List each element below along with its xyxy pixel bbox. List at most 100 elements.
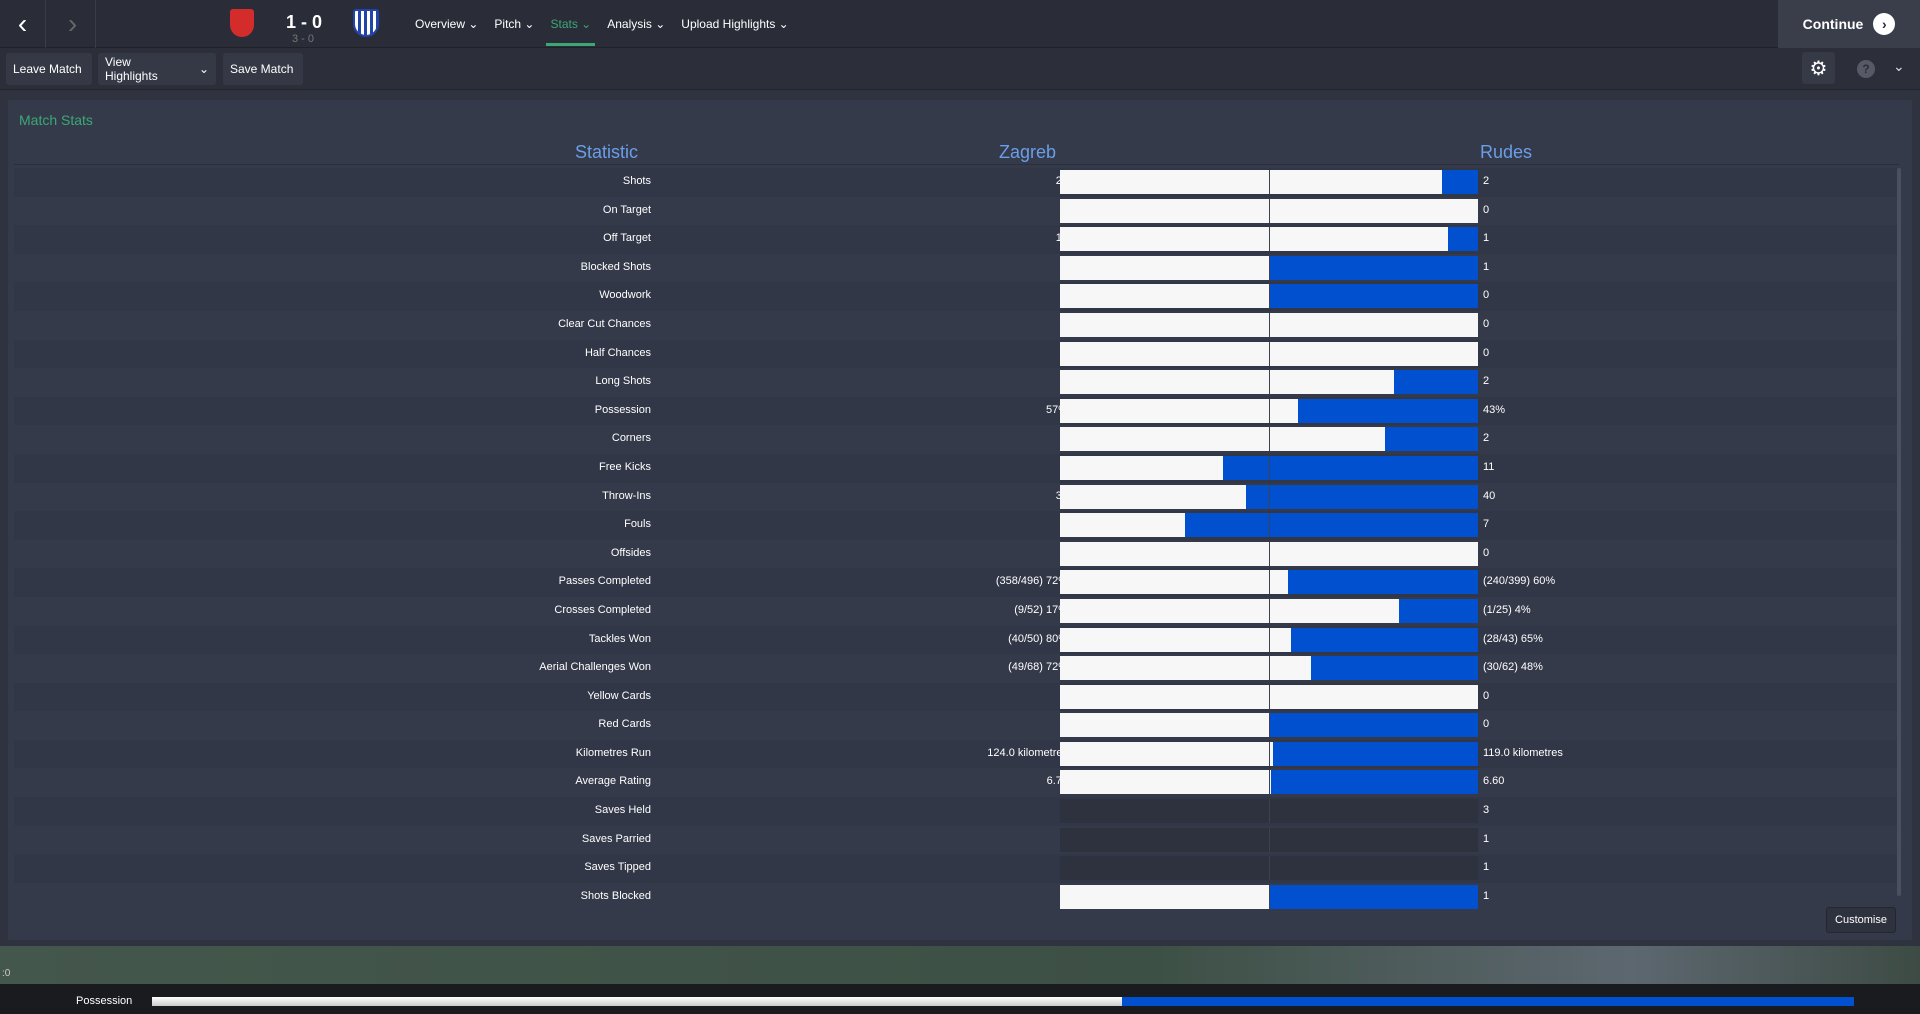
menu-item-pitch[interactable]: Pitch ⌄ — [494, 17, 535, 31]
stat-label: Fouls — [624, 518, 651, 531]
comparison-bar — [1060, 513, 1478, 538]
home-bar-fill — [1060, 455, 1223, 480]
bar-midline — [1269, 312, 1270, 337]
forward-button[interactable]: › — [50, 0, 96, 48]
stat-row: Free Kicks 7 11 — [14, 453, 1899, 483]
stat-label: Clear Cut Chances — [558, 317, 651, 330]
away-value: 2 — [1483, 175, 1490, 187]
stat-row: Crosses Completed (9/52) 17% (1/25) 4% — [14, 597, 1899, 626]
stat-label: Tackles Won — [588, 632, 651, 645]
header-divider — [14, 164, 1899, 165]
menu-item-upload[interactable]: Upload Highlights ⌄ — [681, 17, 789, 31]
stat-row: Passes Completed (358/496) 72% (240/399)… — [14, 568, 1899, 597]
stat-label: Average Rating — [575, 775, 651, 788]
comparison-bar — [1060, 370, 1478, 395]
away-value: 43% — [1483, 403, 1506, 416]
away-value: 11 — [1483, 460, 1495, 473]
away-value: 0 — [1483, 317, 1490, 330]
away-value: 2 — [1483, 432, 1490, 445]
help-icon[interactable]: ? — [1857, 60, 1875, 78]
stat-label: Kilometres Run — [575, 746, 651, 759]
away-value: (240/399) 60% — [1483, 575, 1556, 588]
leave-match-button[interactable]: Leave Match — [6, 53, 92, 85]
continue-button[interactable]: Continue › — [1778, 0, 1920, 48]
match-score: 1 - 0 — [286, 12, 323, 32]
home-bar-fill — [1060, 627, 1291, 652]
scrollbar[interactable] — [1897, 168, 1901, 896]
bar-midline — [1269, 513, 1270, 538]
comparison-bar — [1060, 656, 1478, 681]
save-match-button[interactable]: Save Match — [223, 53, 303, 85]
bar-midline — [1269, 455, 1270, 480]
bar-midline — [1269, 627, 1270, 652]
stat-label: On Target — [602, 203, 651, 216]
stat-label: Yellow Cards — [587, 689, 651, 702]
bar-midline — [1269, 741, 1270, 766]
bar-midline — [1269, 227, 1270, 252]
menu-item-stats[interactable]: Stats ⌄ — [542, 0, 599, 48]
comparison-bar — [1060, 284, 1478, 309]
comparison-bar — [1060, 484, 1478, 509]
home-bar-fill — [1060, 227, 1449, 252]
stat-label: Crosses Completed — [554, 603, 651, 616]
home-bar-fill — [1060, 370, 1395, 395]
away-value: 1 — [1483, 861, 1490, 874]
customise-button[interactable]: Customise — [1826, 907, 1896, 933]
away-value: (28/43) 65% — [1483, 632, 1543, 645]
chevron-down-icon: ⌄ — [198, 62, 209, 76]
stat-row: Saves Parried 0 1 — [14, 826, 1899, 855]
home-bar-fill — [1060, 770, 1272, 795]
comparison-bar — [1060, 427, 1478, 452]
away-value: 1 — [1483, 232, 1490, 245]
view-highlights-button[interactable]: View Highlights ⌄ — [98, 53, 216, 85]
back-button[interactable]: ‹ — [0, 0, 46, 48]
home-bar-fill — [1060, 713, 1269, 738]
away-value: 0 — [1483, 203, 1490, 216]
stat-row: Blocked Shots 1 1 — [14, 254, 1899, 283]
comparison-bar — [1060, 713, 1478, 738]
away-bar-fill — [1273, 741, 1478, 766]
settings-gear-icon[interactable]: ⚙ — [1802, 52, 1835, 84]
comparison-bar — [1060, 170, 1478, 194]
comparison-bar — [1060, 341, 1478, 366]
stat-row: Shots 21 2 — [14, 168, 1899, 197]
pitch-view-strip — [0, 946, 1920, 984]
comparison-bar — [1060, 598, 1478, 623]
home-bar-fill — [1060, 656, 1311, 681]
stat-row: Aerial Challenges Won (49/68) 72% (30/62… — [14, 654, 1899, 683]
away-bar-fill — [1310, 656, 1478, 681]
away-bar-fill — [1269, 255, 1478, 280]
chevron-right-icon: › — [67, 8, 78, 39]
stat-label: Throw-Ins — [602, 489, 651, 502]
bar-midline — [1269, 541, 1270, 566]
comparison-bar — [1060, 827, 1478, 852]
bar-midline — [1269, 370, 1270, 395]
bar-midline — [1269, 713, 1270, 738]
away-bar-fill — [1441, 170, 1478, 194]
bar-midline — [1269, 770, 1270, 795]
chevron-down-icon[interactable]: ⌄ — [1893, 58, 1905, 74]
home-value: 124.0 kilometres — [987, 746, 1068, 759]
bar-midline — [1269, 427, 1270, 452]
home-team-crest-icon[interactable] — [230, 9, 254, 37]
home-value: (49/68) 72% — [1008, 661, 1068, 674]
comparison-bar — [1060, 684, 1478, 709]
bar-midline — [1269, 284, 1270, 309]
stat-label: Corners — [611, 432, 651, 445]
bar-midline — [1269, 570, 1270, 595]
menu-item-analysis[interactable]: Analysis ⌄ — [607, 17, 666, 31]
menu-item-overview[interactable]: Overview ⌄ — [415, 17, 479, 31]
away-value: (30/62) 48% — [1483, 661, 1543, 674]
away-bar-fill — [1385, 427, 1478, 452]
home-bar-fill — [1060, 598, 1399, 623]
away-team-crest-icon[interactable] — [353, 9, 379, 37]
bar-midline — [1269, 799, 1270, 824]
column-header-away: Rudes — [1480, 142, 1533, 162]
home-bar-fill — [1060, 170, 1442, 194]
stat-row: Average Rating 6.73 6.60 — [14, 768, 1899, 797]
stat-label: Saves Tipped — [584, 861, 651, 874]
stat-row: Kilometres Run 124.0 kilometres 119.0 ki… — [14, 739, 1899, 769]
home-bar-fill — [1060, 398, 1299, 423]
pitch-overlay-text: :0 — [2, 968, 11, 979]
